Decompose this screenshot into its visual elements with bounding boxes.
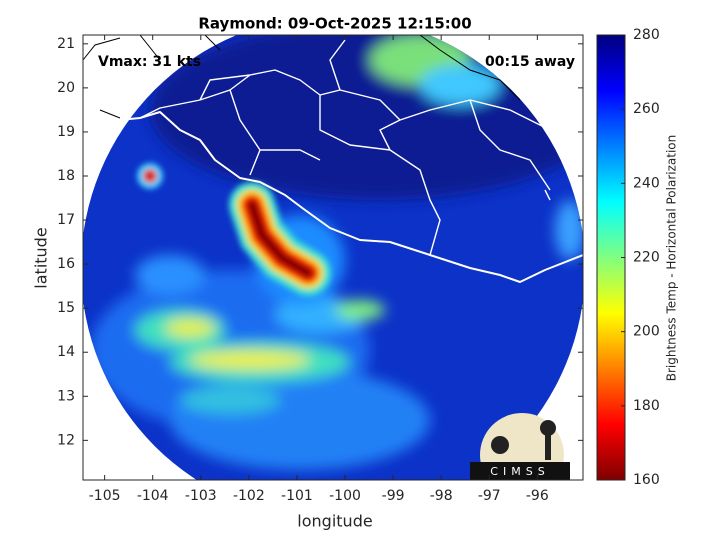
logo-tower: [545, 430, 551, 460]
storm-core: [137, 163, 331, 296]
field: [90, 35, 583, 470]
colorbar-tick-label: 260: [633, 101, 660, 117]
x-tick-label: -104: [137, 488, 169, 504]
state-borders: [139, 39, 576, 256]
y-tick-label: 12: [57, 432, 75, 448]
x-tick-label: -100: [329, 488, 361, 504]
coastline: [119, 111, 583, 283]
x-tick-label: -103: [185, 488, 217, 504]
colorbar-tick-label: 180: [633, 398, 660, 414]
colorbar-tick-label: 220: [633, 250, 660, 266]
time-annotation: 00:15 away: [485, 54, 575, 70]
x-tick-label: -105: [89, 488, 121, 504]
logo-dish: [491, 436, 509, 454]
y-tick-label: 13: [57, 388, 75, 404]
chart-title: Raymond: 09-Oct-2025 12:15:00: [198, 15, 471, 33]
colorbar-tick-label: 200: [633, 324, 660, 340]
y-tick-label: 17: [57, 212, 75, 228]
outer-coast: [83, 35, 521, 119]
y-tick-label: 19: [57, 124, 75, 140]
vmax-annotation: Vmax: 31 kts: [98, 54, 201, 70]
colorbar-tick-label: 240: [633, 175, 660, 191]
imagery: CIMSS: [83, 35, 583, 480]
y-tick-label: 16: [57, 256, 75, 272]
x-tick-label: -97: [478, 488, 501, 504]
y-tick-label: 14: [57, 344, 75, 360]
colorbar-label: Brightness Temp - Horizontal Polarizatio…: [665, 135, 679, 382]
x-tick-label: -101: [281, 488, 313, 504]
y-axis-label: latitude: [32, 227, 51, 288]
logo-bar: [470, 462, 570, 480]
colorbar: [596, 34, 626, 481]
colorbar-tick-label: 160: [633, 472, 660, 488]
cimss-logo: CIMSS: [470, 413, 570, 480]
x-tick-label: -98: [430, 488, 453, 504]
axes-box: [82, 34, 584, 481]
x-tick-label: -99: [382, 488, 405, 504]
y-tick-label: 20: [57, 80, 75, 96]
swath: [83, 35, 583, 480]
x-axis-label: longitude: [297, 512, 372, 531]
x-tick-label: -102: [233, 488, 265, 504]
y-tick-label: 18: [57, 168, 75, 184]
x-tick-label: -96: [526, 488, 549, 504]
colorbar-tick-label: 280: [633, 27, 660, 43]
logo-text: CIMSS: [490, 465, 549, 478]
y-tick-label: 15: [57, 300, 75, 316]
logo-tank: [540, 420, 556, 436]
y-tick-label: 21: [57, 36, 75, 52]
